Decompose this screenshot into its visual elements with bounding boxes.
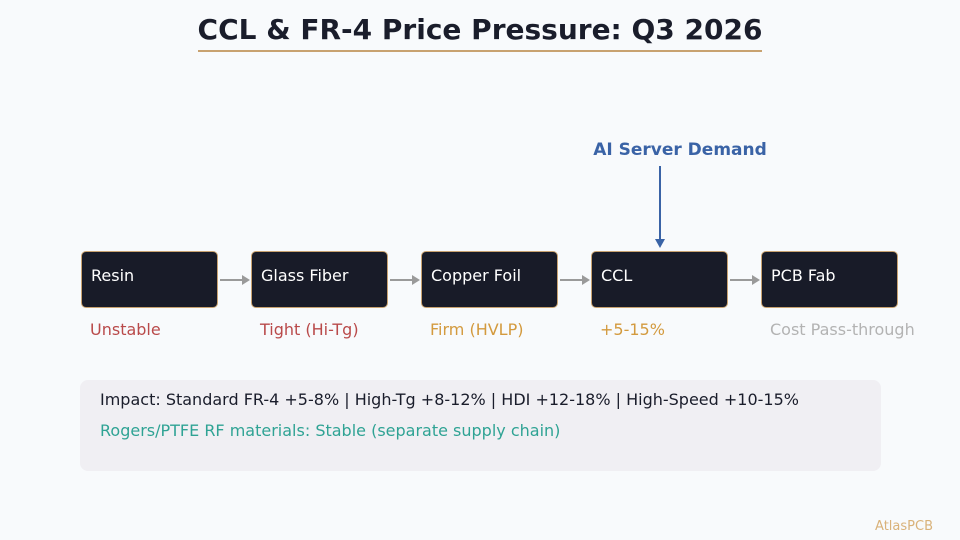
- demand-arrow-line: [659, 166, 661, 240]
- connector-arrow-head: [752, 275, 760, 285]
- chain-box-resin: Resin: [81, 251, 218, 308]
- connector-line: [730, 279, 752, 281]
- chain-box-pcb-fab: PCB Fab: [761, 251, 898, 308]
- chain-box-label: CCL: [601, 266, 633, 285]
- page-title: CCL & FR-4 Price Pressure: Q3 2026: [197, 12, 763, 52]
- status-label-glass-fiber: Tight (Hi-Tg): [260, 320, 359, 339]
- connector-line: [390, 279, 412, 281]
- page-title-wrap: CCL & FR-4 Price Pressure: Q3 2026: [0, 12, 960, 52]
- status-label-copper-foil: Firm (HVLP): [430, 320, 524, 339]
- chain-box-label: Copper Foil: [431, 266, 522, 285]
- chain-box-label: Resin: [91, 266, 135, 285]
- demand-label: AI Server Demand: [593, 140, 767, 160]
- status-label-pcb-fab: Cost Pass-through: [770, 320, 915, 339]
- connector-arrow-head: [582, 275, 590, 285]
- connector-line: [560, 279, 582, 281]
- rf-materials-note: Rogers/PTFE RF materials: Stable (separa…: [100, 421, 561, 440]
- chain-box-glass-fiber: Glass Fiber: [251, 251, 388, 308]
- chain-box-label: PCB Fab: [771, 266, 836, 285]
- chain-box-copper-foil: Copper Foil: [421, 251, 558, 308]
- connector-arrow-head: [412, 275, 420, 285]
- impact-summary: Impact: Standard FR-4 +5-8% | High-Tg +8…: [100, 390, 799, 409]
- impact-panel: Impact: Standard FR-4 +5-8% | High-Tg +8…: [80, 380, 881, 471]
- connector-arrow-head: [242, 275, 250, 285]
- demand-arrow-head: [655, 239, 665, 248]
- connector-line: [220, 279, 242, 281]
- chain-box-label: Glass Fiber: [261, 266, 349, 285]
- chain-box-ccl: CCL: [591, 251, 728, 308]
- status-label-resin: Unstable: [90, 320, 161, 339]
- status-label-ccl: +5-15%: [600, 320, 665, 339]
- brand-watermark: AtlasPCB: [875, 519, 933, 534]
